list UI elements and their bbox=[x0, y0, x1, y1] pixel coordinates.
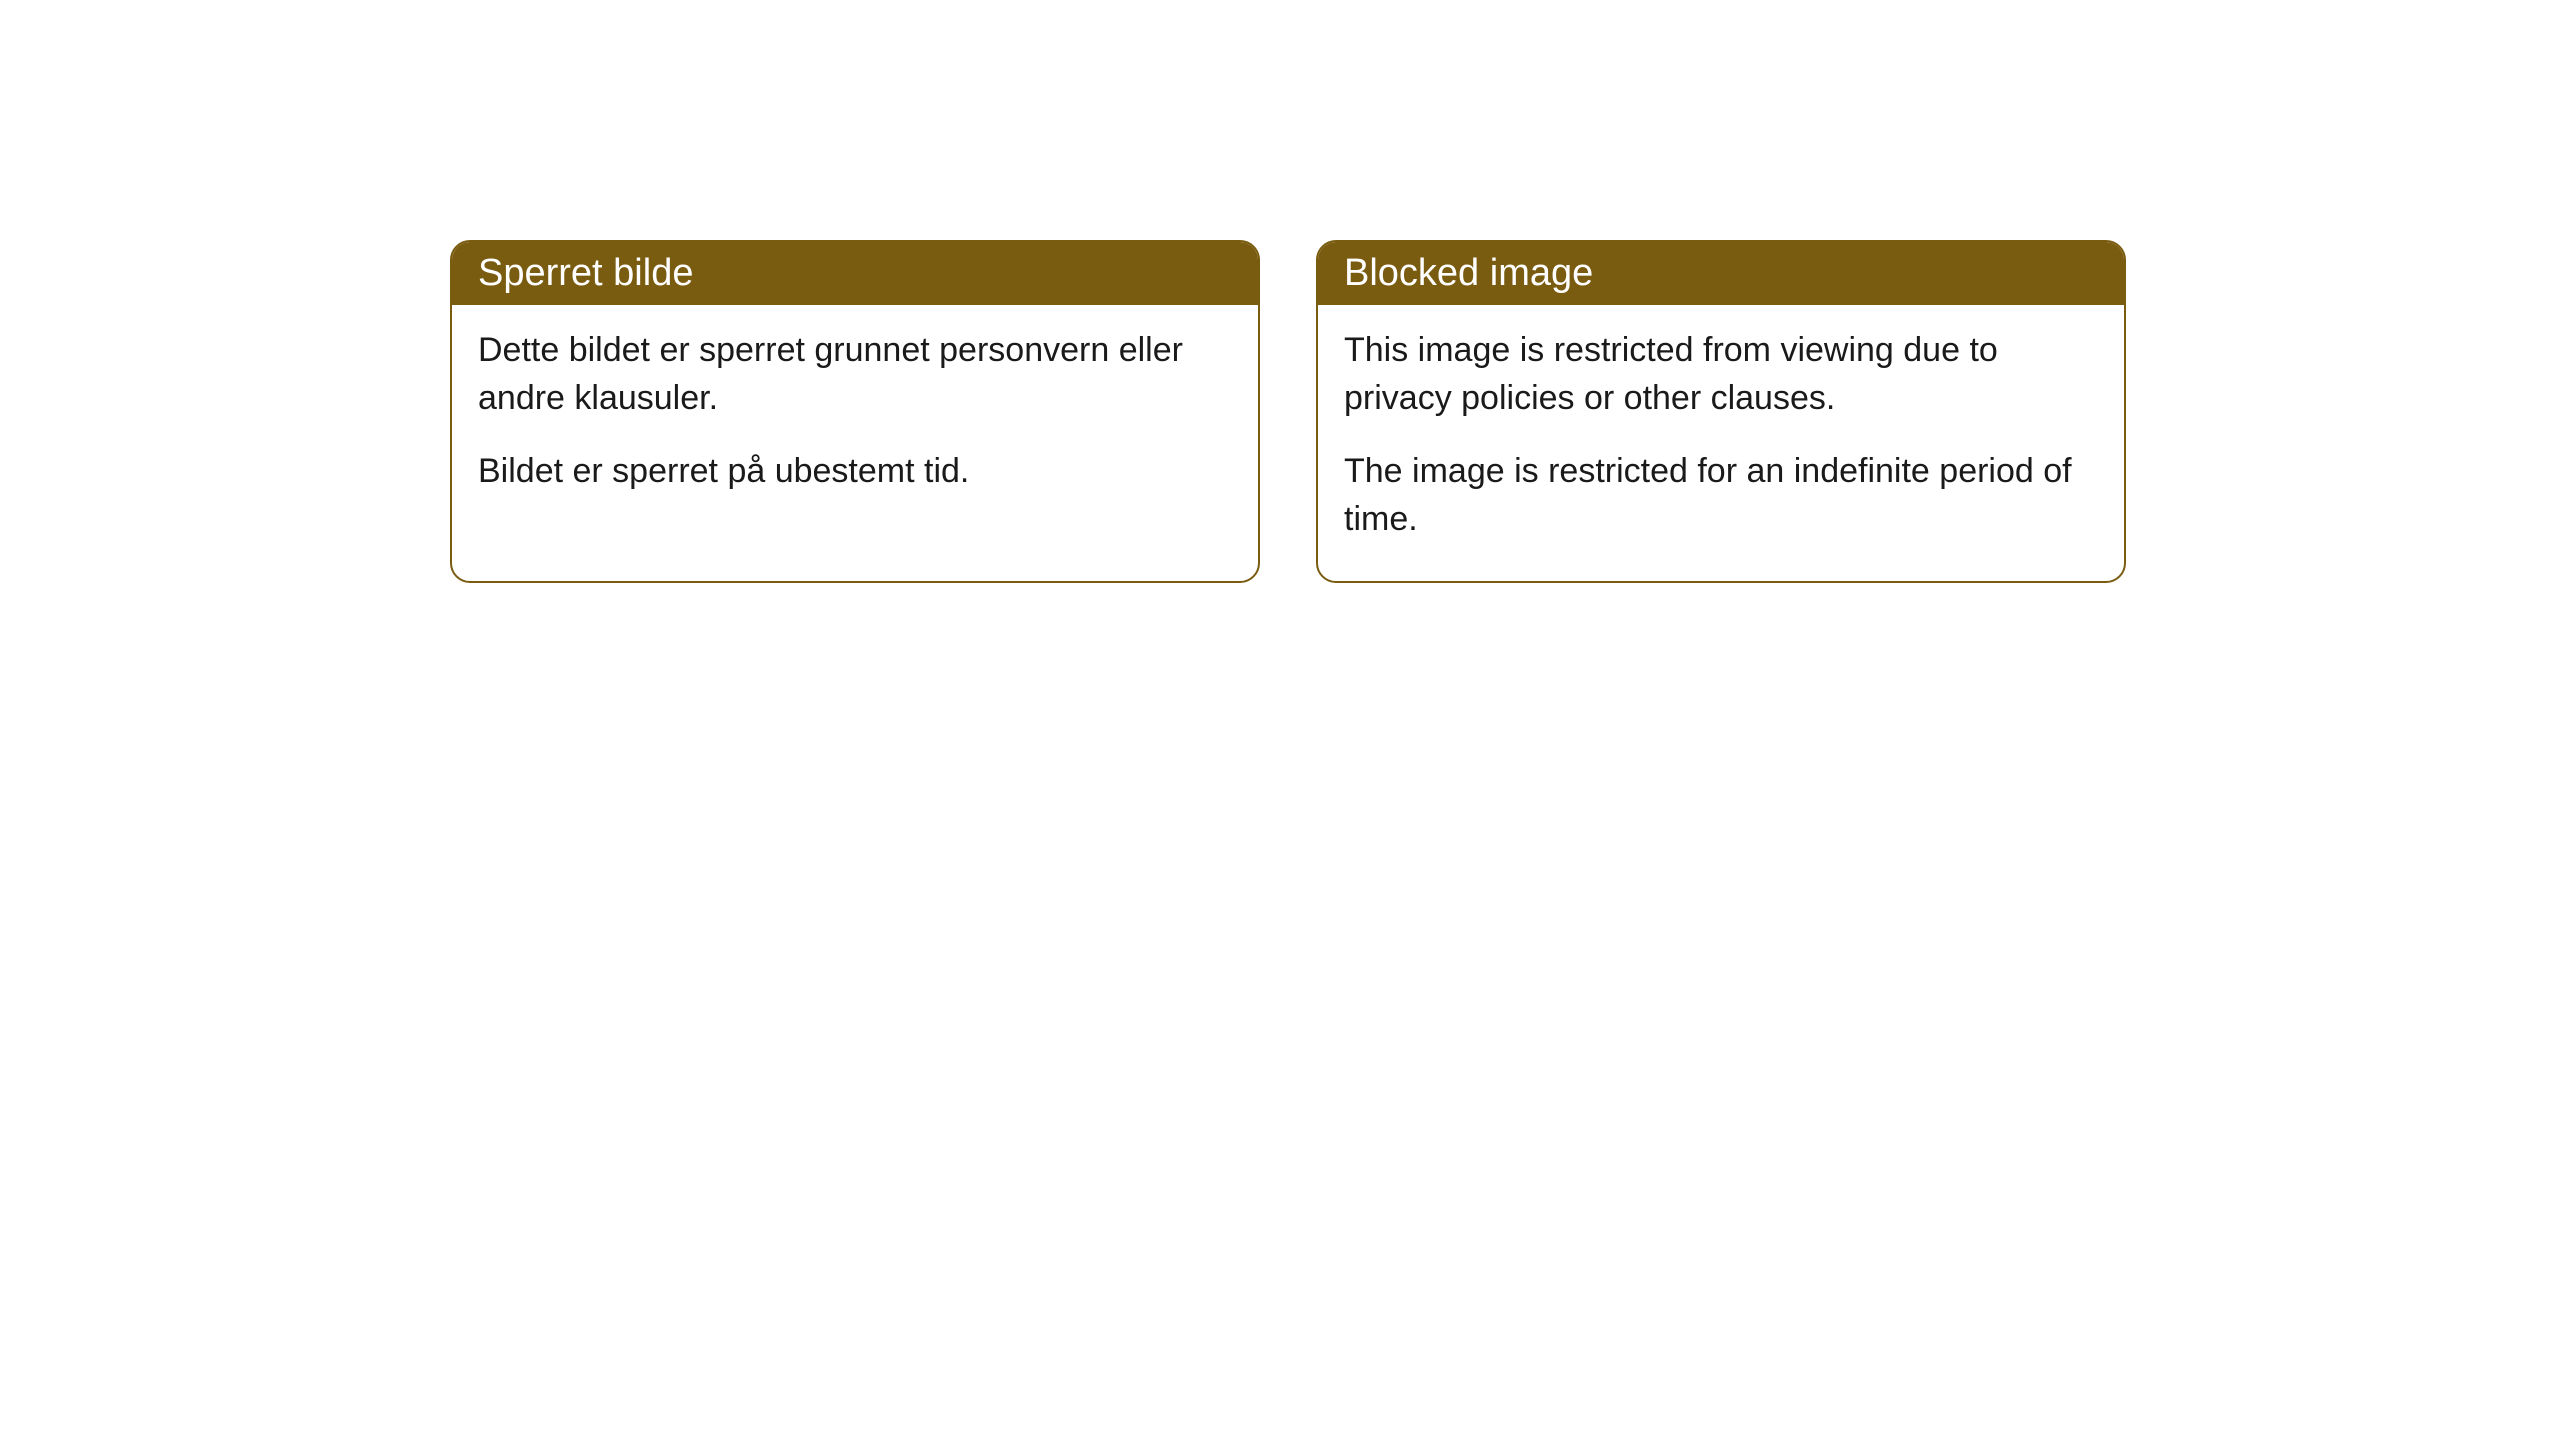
card-body: Dette bildet er sperret grunnet personve… bbox=[452, 305, 1258, 534]
card-paragraph: The image is restricted for an indefinit… bbox=[1344, 448, 2098, 543]
notice-cards-container: Sperret bilde Dette bildet er sperret gr… bbox=[450, 240, 2126, 583]
card-title: Blocked image bbox=[1318, 242, 2124, 305]
card-paragraph: Dette bildet er sperret grunnet personve… bbox=[478, 327, 1232, 422]
card-paragraph: This image is restricted from viewing du… bbox=[1344, 327, 2098, 422]
blocked-image-card-english: Blocked image This image is restricted f… bbox=[1316, 240, 2126, 583]
card-body: This image is restricted from viewing du… bbox=[1318, 305, 2124, 581]
card-paragraph: Bildet er sperret på ubestemt tid. bbox=[478, 448, 1232, 496]
card-title: Sperret bilde bbox=[452, 242, 1258, 305]
blocked-image-card-norwegian: Sperret bilde Dette bildet er sperret gr… bbox=[450, 240, 1260, 583]
